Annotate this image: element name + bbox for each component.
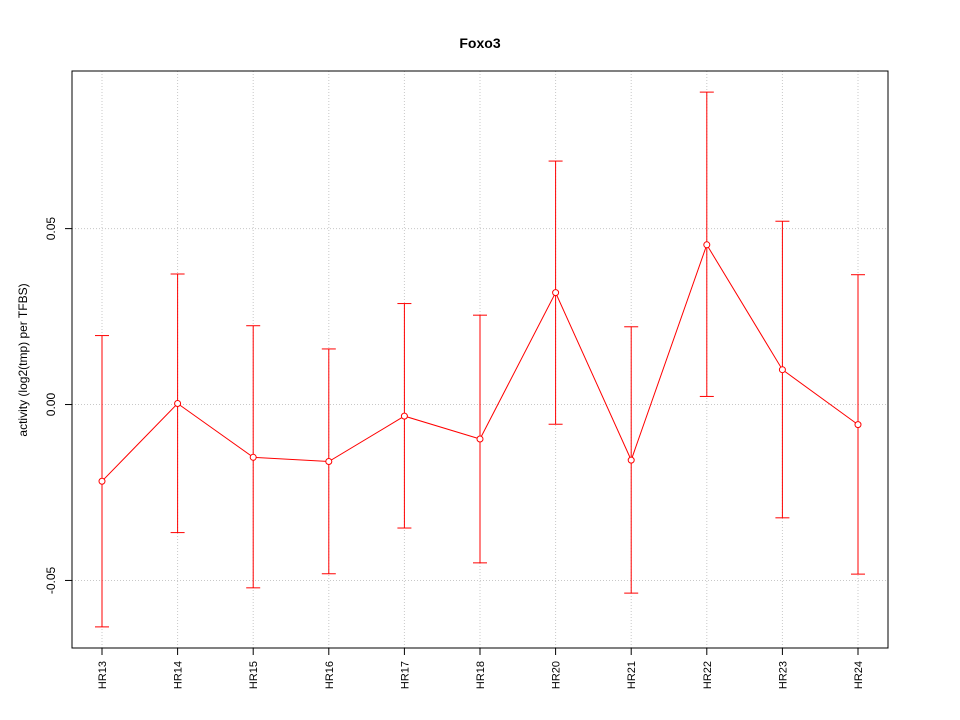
x-tick-label: HR17: [399, 661, 411, 689]
data-point: [400, 412, 408, 420]
x-tick-label: HR22: [702, 661, 714, 689]
x-axis: HR13 HR14 HR15 HR16 HR17 HR18 HR20 HR21 HR22 HR23…: [97, 647, 865, 689]
data-point: [325, 458, 333, 466]
x-tick-label: HR23: [777, 661, 789, 689]
y-axis: -0.05 0.00 0.05: [44, 217, 73, 594]
data-point: [778, 366, 786, 374]
x-tick-label: HR18: [475, 661, 487, 689]
y-tick-label: 0.05: [44, 217, 58, 241]
data-point: [476, 435, 484, 443]
x-tick-label: HR14: [173, 661, 185, 689]
error-bars: [95, 91, 865, 628]
data-point: [552, 289, 560, 297]
x-tick-label: HR16: [324, 661, 336, 689]
data-point: [627, 456, 635, 464]
data-point: [98, 477, 106, 485]
data-point: [703, 241, 711, 249]
x-tick-label: HR13: [97, 661, 109, 689]
x-tick-label: HR20: [551, 661, 563, 689]
data-point: [249, 453, 257, 461]
data-point: [174, 399, 182, 407]
chart-title: Foxo3: [459, 35, 500, 51]
y-tick-label: 0.00: [44, 393, 58, 417]
series-points: [98, 241, 862, 485]
y-axis-label: activity (log2(tmp) per TFBS): [16, 283, 30, 436]
x-tick-label: HR24: [853, 661, 865, 689]
x-tick-label: HR15: [248, 661, 260, 689]
data-point: [854, 421, 862, 429]
y-tick-label: -0.05: [44, 566, 58, 594]
x-tick-label: HR21: [626, 661, 638, 689]
